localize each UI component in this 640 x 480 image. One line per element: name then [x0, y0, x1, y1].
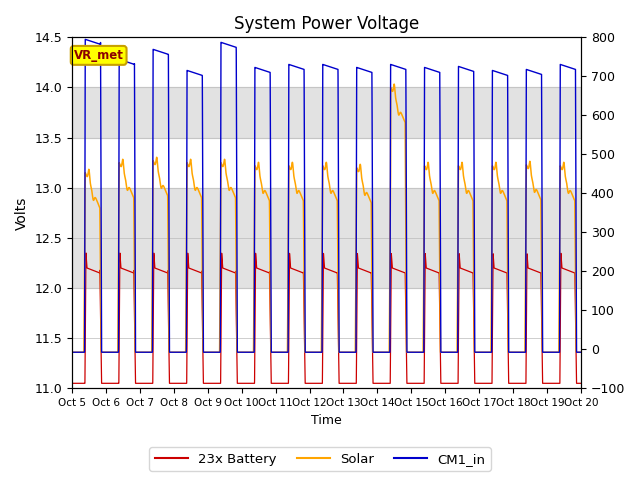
X-axis label: Time: Time	[311, 414, 342, 427]
Bar	[72, 87, 581, 138]
Text: VR_met: VR_met	[74, 49, 124, 62]
Legend: 23x Battery, Solar, CM1_in: 23x Battery, Solar, CM1_in	[149, 447, 491, 471]
Y-axis label: Volts: Volts	[15, 196, 29, 229]
Bar	[72, 188, 581, 288]
Title: System Power Voltage: System Power Voltage	[234, 15, 419, 33]
